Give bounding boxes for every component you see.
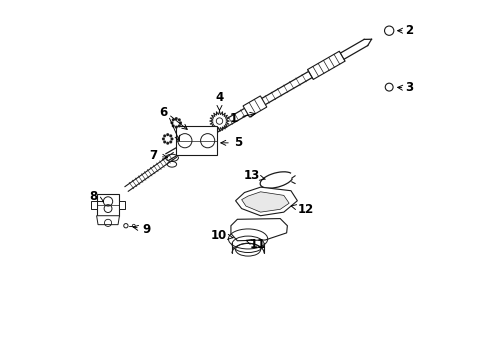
Polygon shape <box>191 130 201 152</box>
Polygon shape <box>243 96 266 117</box>
Polygon shape <box>175 126 217 155</box>
Circle shape <box>178 118 181 121</box>
Text: 12: 12 <box>290 203 313 216</box>
Circle shape <box>162 138 164 140</box>
Polygon shape <box>209 111 229 131</box>
Circle shape <box>171 125 174 127</box>
Circle shape <box>175 126 177 129</box>
Text: 2: 2 <box>405 24 412 37</box>
Polygon shape <box>235 187 297 216</box>
Text: 8: 8 <box>89 190 103 203</box>
Text: 13: 13 <box>243 169 265 182</box>
Polygon shape <box>241 192 288 212</box>
Circle shape <box>163 140 166 143</box>
Polygon shape <box>230 219 287 241</box>
Circle shape <box>175 117 177 120</box>
Text: 9: 9 <box>133 223 151 236</box>
Circle shape <box>179 121 182 124</box>
Circle shape <box>171 118 174 121</box>
Polygon shape <box>307 51 345 80</box>
Text: 11: 11 <box>245 238 265 251</box>
Text: 4: 4 <box>215 91 223 111</box>
Text: 5: 5 <box>220 136 242 149</box>
Polygon shape <box>91 201 97 209</box>
Circle shape <box>166 133 169 136</box>
Circle shape <box>169 134 172 137</box>
Polygon shape <box>97 194 119 216</box>
Circle shape <box>170 121 173 124</box>
Circle shape <box>170 138 173 140</box>
Polygon shape <box>180 136 212 145</box>
Circle shape <box>166 142 169 145</box>
Text: 6: 6 <box>159 106 167 120</box>
Circle shape <box>163 134 166 137</box>
Circle shape <box>178 125 181 127</box>
Text: 7: 7 <box>148 149 167 162</box>
Polygon shape <box>97 216 119 225</box>
Text: 1: 1 <box>229 112 255 125</box>
Text: 3: 3 <box>405 81 412 94</box>
Text: 10: 10 <box>211 229 233 242</box>
Circle shape <box>169 140 172 143</box>
Polygon shape <box>119 201 125 209</box>
